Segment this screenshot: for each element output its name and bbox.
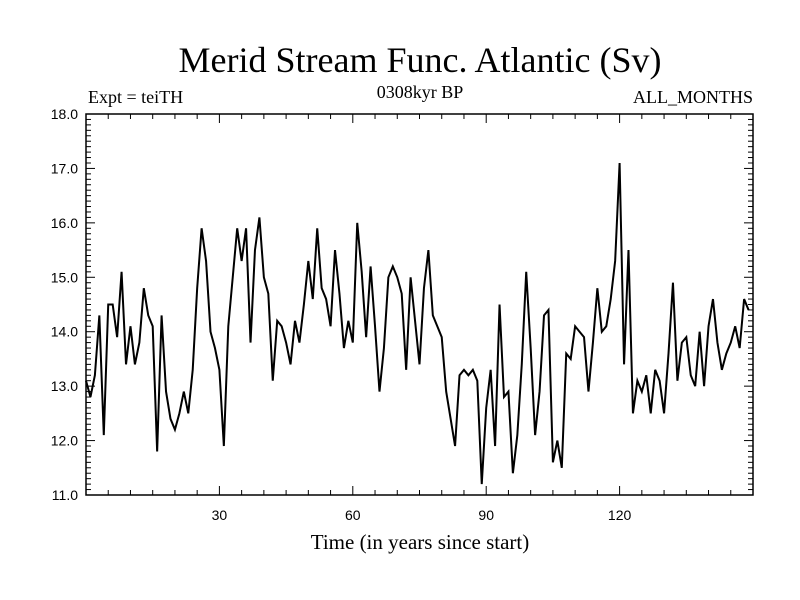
y-tick-label: 11.0: [52, 487, 78, 503]
chart-title: Merid Stream Func. Atlantic (Sv): [179, 40, 662, 80]
x-tick-label: 30: [212, 507, 228, 523]
y-tick-label: 12.0: [51, 433, 78, 449]
y-tick-labels: 11.0 12.0 13.0 14.0 15.0 16.0 17.0 18.0: [51, 106, 78, 503]
x-tick-label: 120: [608, 507, 632, 523]
y-tick-label: 13.0: [51, 378, 78, 394]
x-axis-label: Time (in years since start): [311, 530, 530, 554]
series-layer: [85, 162, 750, 485]
y-tick-label: 16.0: [51, 215, 78, 231]
expt-label: Expt = teiTH: [88, 87, 183, 107]
plot-frame: [85, 113, 754, 496]
y-tick-label: 15.0: [51, 269, 78, 285]
axis-ticks: [86, 113, 753, 496]
x-tick-label: 90: [478, 507, 494, 523]
x-tick-labels: 30 60 90 120: [212, 507, 632, 523]
period-label: 0308kyr BP: [377, 82, 464, 102]
series-line: [85, 162, 750, 485]
plot-area: [85, 113, 754, 496]
months-label: ALL_MONTHS: [633, 87, 753, 107]
x-tick-label: 60: [345, 507, 361, 523]
y-tick-label: 14.0: [51, 324, 78, 340]
y-tick-label: 17.0: [51, 160, 78, 176]
y-tick-label: 18.0: [51, 106, 78, 122]
